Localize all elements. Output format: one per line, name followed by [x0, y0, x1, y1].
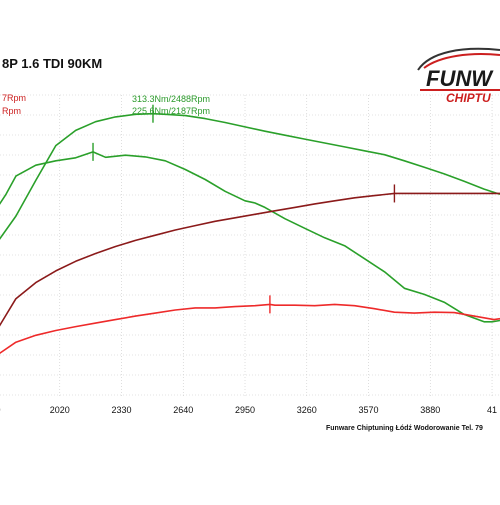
x-tick-label: 2950: [235, 405, 255, 415]
footer-text: Funware Chiptuning Łódź Wodorowanie Tel.…: [326, 425, 483, 432]
series-layer: [0, 112, 500, 355]
x-tick-label: 2330: [111, 405, 131, 415]
x-tick-label: 3570: [359, 405, 379, 415]
x-tick-label: 2020: [50, 405, 70, 415]
annotation-peak-torque: 313.3Nm/2488Rpm: [132, 94, 210, 104]
logo-main-text: FUNW: [426, 66, 494, 91]
series-line-darkred: [0, 192, 500, 327]
series-line-green-top: [0, 112, 500, 240]
grid-layer: [0, 94, 500, 398]
tick-layer: 0 2020 2330 2640 2950 3260 3570 3880 41: [0, 405, 497, 415]
x-tick-label: 41: [487, 405, 497, 415]
x-tick-label: 0: [0, 405, 1, 415]
marker-layer: [92, 104, 396, 314]
logo-sub-text: CHIPTU: [446, 91, 491, 105]
logo-sub-bar: [420, 89, 500, 91]
series-line-green-lower: [0, 151, 500, 323]
logo-swoosh-icon: [417, 47, 500, 71]
funware-logo: FUNW CHIPTU: [417, 47, 500, 105]
chart-title: 8P 1.6 TDI 90KM: [2, 56, 102, 71]
x-tick-label: 3260: [297, 405, 317, 415]
legend-entry-2: Rpm: [2, 106, 21, 116]
x-tick-label: 3880: [420, 405, 440, 415]
x-tick-label: 2640: [173, 405, 193, 415]
legend-entry-1: 7Rpm: [2, 93, 26, 103]
logo-swoosh-red-icon: [423, 53, 500, 69]
series-line-red: [0, 303, 500, 355]
annotation-peak-power: 225.6Nm/2187Rpm: [132, 106, 210, 116]
